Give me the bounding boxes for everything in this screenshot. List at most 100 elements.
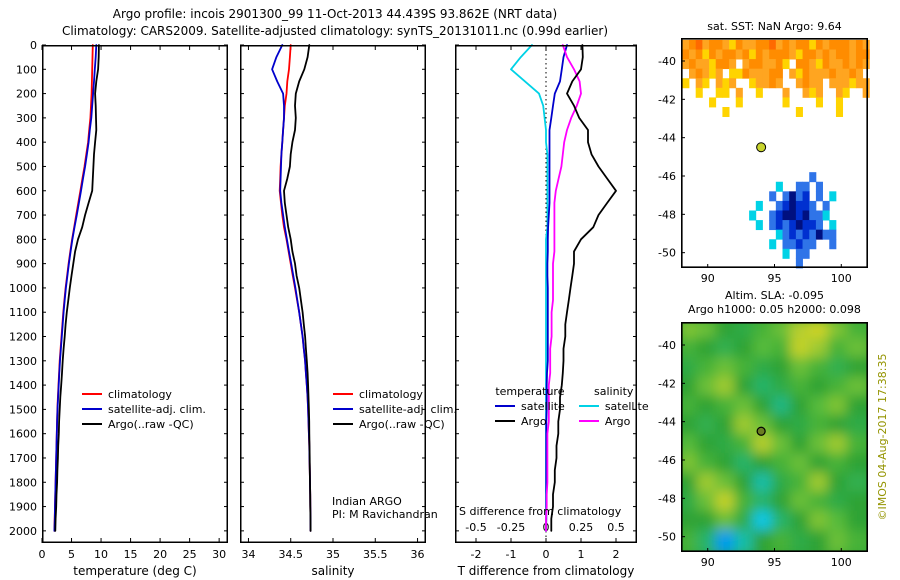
legend-item-satellite-clim: satellite-adj. clim. (82, 402, 206, 416)
svg-text:1600: 1600 (9, 428, 37, 441)
sst-map-panel: 90 95 100 -40 -42 -44 -46 -48 -50 (658, 38, 870, 285)
svg-text:90: 90 (701, 272, 715, 285)
sla-map-title-line2: Argo h1000: 0.05 h2000: 0.098 (688, 303, 861, 316)
climatology-line-swatch (333, 393, 353, 395)
svg-text:-48: -48 (658, 208, 676, 221)
indian-argo-note: Indian ARGO PI: M Ravichandran (332, 495, 438, 521)
svg-text:5: 5 (68, 548, 75, 561)
legend-item-t-argo: Argo (495, 414, 565, 428)
sla-map-panel: 90 95 100 -40 -42 -44 -46 -48 -50 (658, 322, 868, 569)
legend-label-argo: Argo(..raw -QC) (108, 417, 194, 431)
difference-legend-salinity-column: salinity satellite Argo (578, 385, 649, 429)
svg-text:900: 900 (16, 258, 37, 271)
temperature-profile-panel: 0100200300400500600700800900100011001200… (9, 39, 228, 578)
s-argo-line-swatch (578, 420, 599, 422)
svg-text:1900: 1900 (9, 501, 37, 514)
svg-text:30: 30 (212, 548, 226, 561)
svg-text:34: 34 (241, 548, 255, 561)
svg-text:90: 90 (701, 556, 715, 569)
svg-text:2: 2 (613, 548, 620, 561)
svg-text:-2: -2 (471, 548, 482, 561)
svg-text:1: 1 (578, 548, 585, 561)
legend-label-t-argo: Argo (521, 414, 547, 428)
svg-text:0: 0 (30, 39, 37, 52)
svg-text:salinity: salinity (311, 564, 354, 578)
t-satellite-line-swatch (495, 405, 515, 407)
satellite-clim-line-swatch (82, 408, 102, 410)
svg-text:-42: -42 (658, 93, 676, 106)
s-difference-note: S difference from climatology (459, 505, 622, 518)
imos-watermark: ©IMOS 04-Aug-2017 17:38:35 (876, 353, 889, 521)
salinity-profile-panel: 34 34.5 35 35.5 36 salinity (240, 44, 426, 578)
svg-text:0.5: 0.5 (607, 521, 625, 534)
t-argo-line-swatch (495, 420, 515, 422)
legend-item-argo: Argo(..raw -QC) (82, 417, 206, 431)
svg-text:T difference from climatology: T difference from climatology (457, 564, 635, 578)
svg-text:1800: 1800 (9, 476, 37, 489)
svg-text:-50: -50 (658, 247, 676, 260)
svg-text:-50: -50 (658, 531, 676, 544)
legend-label-argo: Argo(..raw -QC) (359, 417, 445, 431)
svg-text:1400: 1400 (9, 379, 37, 392)
argo-line-swatch (333, 423, 353, 425)
salinity-legend: climatology satellite-adj. clim. Argo(..… (333, 386, 457, 432)
svg-text:-44: -44 (658, 132, 676, 145)
svg-text:-46: -46 (658, 454, 676, 467)
svg-text:10: 10 (94, 548, 108, 561)
sla-map-title-line1: Altim. SLA: -0.095 (724, 289, 825, 302)
svg-text:1000: 1000 (9, 282, 37, 295)
svg-text:1100: 1100 (9, 306, 37, 319)
svg-text:800: 800 (16, 233, 37, 246)
svg-text:2000: 2000 (9, 525, 37, 538)
svg-text:100: 100 (831, 272, 852, 285)
svg-text:20: 20 (153, 548, 167, 561)
svg-text:1300: 1300 (9, 355, 37, 368)
svg-text:0: 0 (543, 548, 550, 561)
svg-text:600: 600 (16, 185, 37, 198)
figure-title-line1: Argo profile: incois 2901300_99 11-Oct-2… (112, 7, 558, 21)
svg-text:temperature (deg C): temperature (deg C) (73, 564, 196, 578)
salinity-column-header: salinity (594, 385, 634, 398)
svg-text:36: 36 (411, 548, 425, 561)
svg-text:34.5: 34.5 (278, 548, 303, 561)
argo-line-swatch (82, 423, 102, 425)
indian-argo-note-line2: PI: M Ravichandran (332, 508, 438, 521)
svg-text:95: 95 (768, 272, 782, 285)
figure-title-line2: Climatology: CARS2009. Satellite-adjuste… (61, 24, 609, 38)
svg-text:-44: -44 (658, 416, 676, 429)
legend-item-s-satellite: satellite (578, 399, 649, 413)
satellite-clim-line-swatch (333, 408, 353, 410)
svg-text:-40: -40 (658, 55, 676, 68)
svg-text:500: 500 (16, 160, 37, 173)
svg-text:200: 200 (16, 88, 37, 101)
svg-text:-40: -40 (658, 339, 676, 352)
svg-text:-0.5: -0.5 (465, 521, 486, 534)
difference-legend: temperature satellite Argo salinity sate… (495, 385, 649, 429)
climatology-line-swatch (82, 393, 102, 395)
svg-text:-1: -1 (506, 548, 517, 561)
legend-item-climatology: climatology (333, 387, 457, 401)
svg-text:-0.25: -0.25 (497, 521, 525, 534)
temperature-legend: climatology satellite-adj. clim. Argo(..… (82, 386, 206, 432)
svg-text:15: 15 (124, 548, 138, 561)
legend-label-s-satellite: satellite (604, 399, 649, 413)
indian-argo-note-line1: Indian ARGO (332, 495, 402, 508)
svg-text:35.5: 35.5 (363, 548, 388, 561)
svg-text:25: 25 (183, 548, 197, 561)
legend-label-satellite-clim: satellite-adj. clim. (359, 402, 457, 416)
svg-text:1700: 1700 (9, 452, 37, 465)
svg-text:100: 100 (16, 63, 37, 76)
sst-map-title: sat. SST: NaN Argo: 9.64 (707, 20, 842, 33)
svg-text:300: 300 (16, 112, 37, 125)
legend-item-s-argo: Argo (578, 414, 649, 428)
svg-text:-48: -48 (658, 492, 676, 505)
svg-text:95: 95 (768, 556, 782, 569)
svg-text:100: 100 (831, 556, 852, 569)
difference-panel: -2 -1 0 1 2-0.5 -0.25 0 0.25 0.5T difference fro… (455, 44, 637, 578)
svg-text:1500: 1500 (9, 403, 37, 416)
temperature-column-header: temperature (495, 385, 565, 398)
legend-item-argo: Argo(..raw -QC) (333, 417, 457, 431)
legend-label-t-satellite: satellite (521, 399, 565, 413)
legend-item-t-satellite: satellite (495, 399, 565, 413)
